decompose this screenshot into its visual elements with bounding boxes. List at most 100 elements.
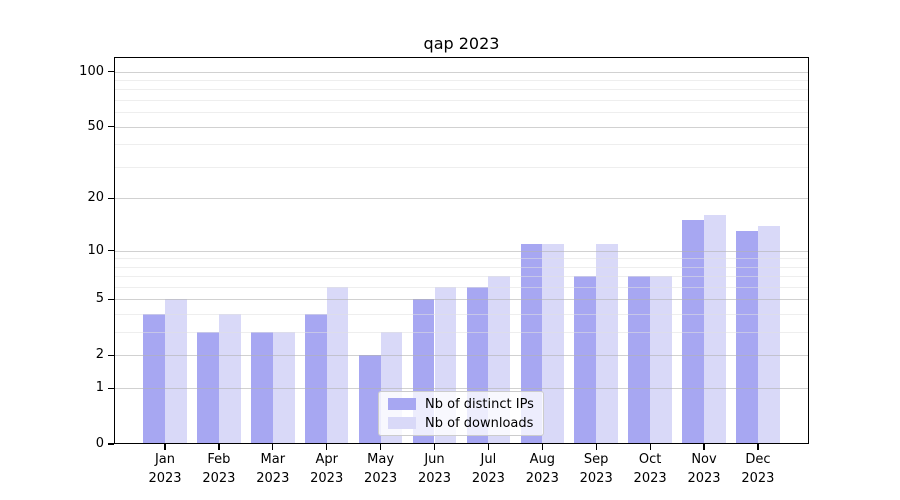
x-tick-label-oct: Oct 2023 <box>618 450 682 488</box>
gridline-minor-90 <box>114 80 809 81</box>
gridline-minor-9 <box>114 258 809 260</box>
x-tick-label-may: May 2023 <box>349 450 413 488</box>
y-tick-5 <box>108 298 114 301</box>
x-tick-label-jan: Jan 2023 <box>133 450 197 488</box>
gridline-minor-8 <box>114 266 809 268</box>
x-tick-oct <box>649 444 651 450</box>
x-tick-jul <box>487 444 490 450</box>
y-tick-50 <box>108 126 114 128</box>
x-label-month: Mar <box>260 452 286 467</box>
x-tick-aug <box>541 444 543 450</box>
y-tick-label-10: 10 <box>87 242 104 258</box>
legend-swatch-distinct-ips <box>388 398 416 410</box>
y-tick-label-1: 1 <box>95 380 104 396</box>
gridline-minor-80 <box>114 89 809 91</box>
bar-nov-downloads <box>704 215 726 444</box>
gridline-minor-70 <box>114 100 809 101</box>
x-tick-label-feb: Feb 2023 <box>187 450 251 488</box>
y-tick-label-20: 20 <box>87 190 104 206</box>
plot-area: Nb of distinct IPs Nb of downloads 0 1 2 5 1… <box>79 57 809 486</box>
gridline-minor-6 <box>114 287 809 288</box>
x-label-year: 2023 <box>687 471 721 486</box>
gridline-minor-7 <box>114 276 809 278</box>
x-label-month: Nov <box>691 452 717 467</box>
x-label-year: 2023 <box>417 471 452 486</box>
y-tick-label-50: 50 <box>87 118 104 134</box>
bar-dec-distinct-ips <box>736 231 758 444</box>
x-label-month: May <box>367 452 395 467</box>
x-tick-label-mar: Mar 2023 <box>241 450 305 488</box>
x-label-year: 2023 <box>202 471 236 486</box>
legend-swatch-downloads <box>388 417 416 429</box>
legend-label-downloads: Nb of downloads <box>425 415 534 431</box>
legend-item-downloads: Nb of downloads <box>388 415 534 431</box>
bar-jan-distinct-ips <box>143 314 165 444</box>
x-tick-sep <box>595 444 597 450</box>
bar-aug-downloads <box>542 243 565 444</box>
x-tick-label-sep: Sep 2023 <box>564 450 628 488</box>
chart-title: qap 2023 <box>423 34 500 53</box>
y-tick-2 <box>108 354 114 356</box>
x-label-month: Jul <box>480 452 497 467</box>
y-tick-1 <box>108 387 114 389</box>
x-label-month: Aug <box>529 452 555 467</box>
bar-sep-distinct-ips <box>574 276 597 444</box>
bar-apr-distinct-ips <box>304 314 327 444</box>
gridline-5 <box>114 299 809 301</box>
x-label-year: 2023 <box>148 471 182 486</box>
x-label-year: 2023 <box>579 471 613 486</box>
y-tick-label-5: 5 <box>95 291 104 307</box>
gridline-1 <box>114 388 809 390</box>
bar-mar-downloads <box>272 332 295 444</box>
x-label-month: Jan <box>154 452 176 467</box>
bar-feb-distinct-ips <box>197 332 219 444</box>
y-tick-10 <box>108 249 114 252</box>
x-label-year: 2023 <box>256 471 290 486</box>
x-label-month: Apr <box>315 452 338 467</box>
x-tick-jan <box>164 444 166 450</box>
x-tick-label-jul: Jul 2023 <box>456 450 520 488</box>
x-label-month: Sep <box>583 452 609 467</box>
x-tick-dec <box>757 444 759 450</box>
bar-sep-downloads <box>596 243 618 444</box>
x-tick-apr <box>326 444 328 450</box>
legend: Nb of distinct IPs Nb of downloads <box>378 391 544 436</box>
bar-feb-downloads <box>218 314 241 444</box>
x-label-month: Feb <box>207 452 231 467</box>
x-label-year: 2023 <box>364 471 398 486</box>
x-tick-label-dec: Dec 2023 <box>726 450 790 488</box>
x-label-month: Jun <box>424 452 445 467</box>
y-tick-20 <box>108 197 114 199</box>
bar-oct-distinct-ips <box>628 276 651 444</box>
gridline-100 <box>114 71 809 73</box>
x-tick-feb <box>218 444 220 450</box>
y-tick-0 <box>108 443 114 445</box>
x-tick-label-aug: Aug 2023 <box>510 450 574 488</box>
gridline-minor-40 <box>114 144 809 146</box>
x-tick-jun <box>433 444 436 450</box>
legend-label-distinct-ips: Nb of distinct IPs <box>425 396 534 412</box>
gridline-minor-30 <box>114 166 809 168</box>
x-label-month: Oct <box>638 452 662 467</box>
y-tick-label-100: 100 <box>79 63 104 79</box>
gridline-50 <box>114 126 809 128</box>
bar-apr-downloads <box>326 287 349 444</box>
x-label-year: 2023 <box>741 471 775 486</box>
y-tick-label-2: 2 <box>95 347 104 363</box>
bar-jan-downloads <box>165 299 187 444</box>
x-label-year: 2023 <box>525 471 559 486</box>
x-label-year: 2023 <box>310 471 344 486</box>
gridline-10 <box>114 250 809 252</box>
x-tick-nov <box>703 444 705 450</box>
x-label-month: Dec <box>745 452 771 467</box>
x-tick-label-nov: Nov 2023 <box>672 450 736 488</box>
gridline-minor-3 <box>114 332 809 334</box>
gridline-minor-4 <box>114 314 809 316</box>
x-tick-label-jun: Jun 2023 <box>403 450 467 488</box>
x-label-year: 2023 <box>471 471 505 486</box>
bar-oct-downloads <box>650 276 672 444</box>
x-tick-label-apr: Apr 2023 <box>295 450 359 488</box>
gridline-minor-60 <box>114 112 809 114</box>
gridline-20 <box>114 198 809 200</box>
